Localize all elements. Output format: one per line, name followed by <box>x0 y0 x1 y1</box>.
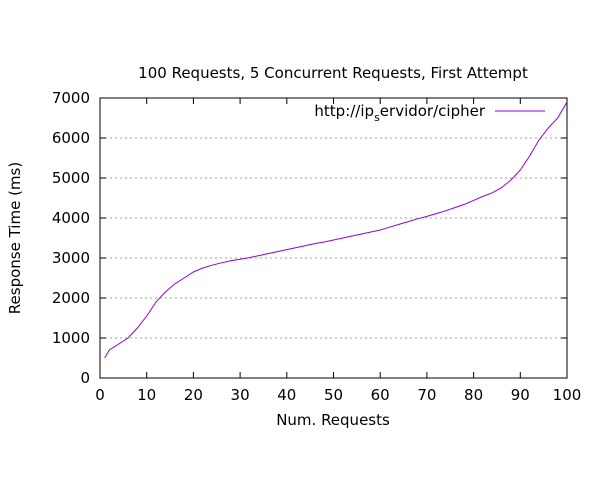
y-tick-label: 0 <box>80 369 90 387</box>
y-axis-label: Response Time (ms) <box>6 162 24 314</box>
y-axis-ticks: 0 1000 2000 3000 4000 5000 6000 7000 <box>52 89 567 387</box>
legend-label-main: http://ip <box>314 102 374 120</box>
plot-frame <box>99 97 568 379</box>
y-tick-label: 2000 <box>52 289 90 307</box>
x-tick-label: 30 <box>231 386 250 404</box>
x-tick-label: 20 <box>184 386 203 404</box>
x-axis-label: Num. Requests <box>276 411 390 429</box>
x-tick-label: 100 <box>553 386 582 404</box>
x-tick-label: 40 <box>277 386 296 404</box>
x-tick-label: 90 <box>511 386 530 404</box>
legend-entry-label: http://ipservidor/cipher <box>314 102 485 124</box>
x-tick-label: 10 <box>137 386 156 404</box>
series-line <box>104 101 568 359</box>
y-tick-label: 3000 <box>52 249 90 267</box>
legend: http://ipservidor/cipher <box>314 102 545 124</box>
legend-label-rest: ervidor/cipher <box>380 102 486 120</box>
grid-lines <box>100 137 567 339</box>
x-tick-label: 80 <box>464 386 483 404</box>
x-tick-label: 0 <box>95 386 105 404</box>
x-tick-label: 50 <box>324 386 343 404</box>
y-tick-label: 6000 <box>52 129 90 147</box>
y-tick-label: 5000 <box>52 169 90 187</box>
y-tick-label: 4000 <box>52 209 90 227</box>
x-tick-label: 60 <box>371 386 390 404</box>
series-layer <box>104 101 568 359</box>
chart-title: 100 Requests, 5 Concurrent Requests, Fir… <box>138 64 528 82</box>
x-axis-ticks: 0 10 20 30 40 50 60 70 80 90 100 <box>95 98 581 404</box>
y-tick-label: 1000 <box>52 329 90 347</box>
legend-label-sub: s <box>374 111 380 124</box>
y-tick-label: 7000 <box>52 89 90 107</box>
x-tick-label: 70 <box>417 386 436 404</box>
